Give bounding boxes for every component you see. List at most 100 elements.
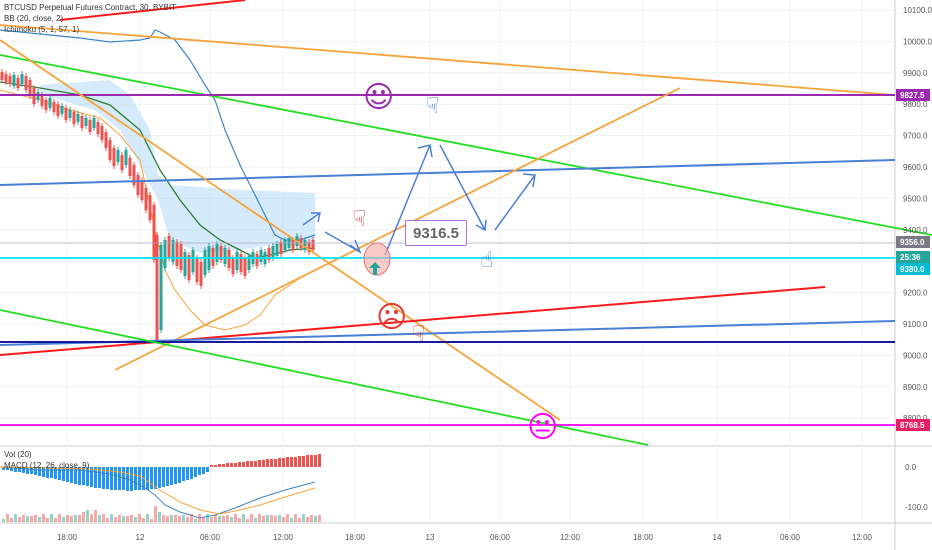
- price-tags: 9827.5 9356.0 25:36 9380.0 8768.5: [896, 89, 930, 431]
- candle-body: [215, 244, 219, 262]
- volume-bar: [138, 514, 141, 522]
- macd-legend[interactable]: MACD (12, 26, close, 9): [4, 461, 90, 470]
- volume-bar: [122, 516, 125, 522]
- volume-bar: [254, 518, 257, 522]
- macd-bar: [2, 467, 5, 470]
- pointing-hand-icon: ☟: [353, 207, 367, 232]
- price-tick-label: 8900.0: [903, 383, 928, 392]
- candle-body: [231, 258, 235, 274]
- macd-bar: [302, 456, 305, 467]
- price-tag: [896, 89, 930, 101]
- price-callout[interactable]: 9316.5: [405, 220, 467, 246]
- price-tick-label: 9600.0: [903, 163, 928, 172]
- macd-bar: [106, 467, 109, 489]
- candle-body: [44, 100, 48, 110]
- bb-legend[interactable]: BB (20, close, 2): [4, 14, 64, 23]
- price-tag: [896, 236, 930, 248]
- candle-body: [120, 155, 124, 170]
- price-tick-label: 9700.0: [903, 132, 928, 141]
- price-tag-label: 25:36: [900, 253, 921, 262]
- macd-bar: [134, 467, 137, 490]
- volume-bar: [222, 516, 225, 522]
- time-tick-label: 12:00: [560, 533, 581, 542]
- candle-body: [80, 116, 84, 128]
- bb-lower-line: [0, 89, 316, 331]
- time-tick-label: 18:00: [345, 533, 366, 542]
- candle-body: [132, 165, 136, 185]
- candle-body: [76, 114, 80, 122]
- volume-bar: [6, 514, 9, 522]
- volume-bar: [246, 519, 249, 522]
- price-axis[interactable]: 10100.0 10000.0 9900.0 9800.0 9700.0 9600.0 95…: [903, 6, 932, 423]
- time-axis[interactable]: 18:00 12 06:00 12:00 18:00 13 06:00 12:00 18:00 1…: [57, 533, 873, 542]
- ichimoku-legend[interactable]: Ichimoku (5, 1, 57, 1): [4, 25, 80, 34]
- candlesticks: [0, 69, 315, 343]
- projection-arrows[interactable]: [302, 144, 536, 256]
- volume-bar: [158, 512, 161, 522]
- volume-bar: [226, 515, 229, 522]
- macd-bar: [98, 467, 101, 488]
- volume-bars: [2, 506, 321, 522]
- volume-bar: [286, 514, 289, 522]
- candle-body: [140, 180, 144, 200]
- price-tag-label: 9827.5: [900, 91, 925, 100]
- volume-bar: [194, 519, 197, 522]
- volume-bar: [50, 514, 53, 522]
- volume-bar: [214, 515, 217, 522]
- volume-bar: [238, 518, 241, 522]
- orange-trendline-rising[interactable]: [114, 87, 681, 371]
- volume-bar: [242, 514, 245, 522]
- orange-trendline-top[interactable]: [0, 24, 896, 96]
- volume-bar: [210, 517, 213, 522]
- volume-bar: [202, 518, 205, 522]
- volume-bar: [30, 516, 33, 522]
- candle-body: [148, 195, 152, 220]
- volume-bar: [22, 515, 25, 522]
- candle-body: [52, 102, 56, 112]
- macd-bar: [158, 467, 161, 488]
- macd-bar: [22, 467, 25, 473]
- time-tick-label: 18:00: [57, 533, 78, 542]
- candle-body: [112, 148, 116, 166]
- macd-bar: [294, 457, 297, 467]
- macd-bar: [282, 458, 285, 467]
- macd-bar: [258, 460, 261, 467]
- volume-bar: [66, 515, 69, 522]
- green-trendline-bottom[interactable]: [0, 309, 649, 446]
- orange-trendline-falling[interactable]: [0, 39, 561, 421]
- red-trendline-bottom[interactable]: [0, 286, 826, 356]
- candle-body: [64, 108, 68, 120]
- volume-bar: [150, 519, 153, 522]
- macd-bar: [62, 467, 65, 481]
- macd-bar: [218, 464, 221, 467]
- red-trendline-top[interactable]: [59, 0, 246, 21]
- volume-bar: [318, 515, 321, 522]
- candle-body: [92, 118, 96, 128]
- candle-body: [171, 240, 175, 262]
- candle-body: [199, 262, 203, 286]
- candle-body: [40, 95, 44, 106]
- macd-bar: [278, 458, 281, 467]
- macd-bar: [30, 467, 33, 474]
- macd-bar: [174, 467, 177, 484]
- price-tick-label: 10100.0: [903, 6, 932, 15]
- volume-bar: [186, 517, 189, 522]
- candle-body: [96, 122, 100, 134]
- pointing-hand-icon: ☝: [480, 248, 494, 273]
- candle-body: [167, 236, 171, 258]
- blue-trendline-upper[interactable]: [0, 159, 896, 186]
- macd-line: [0, 466, 316, 519]
- macd-bar: [14, 467, 17, 472]
- green-trendline-top[interactable]: [0, 54, 932, 236]
- price-tag-label: 9380.0: [900, 265, 925, 274]
- macd-bar: [162, 467, 165, 487]
- macd-bar: [82, 467, 85, 485]
- volume-bar: [190, 514, 193, 522]
- candle-body: [155, 235, 159, 340]
- symbol-legend[interactable]: BTCUSD Perpetual Futures Contract, 30, B…: [4, 3, 177, 12]
- macd-bar: [146, 467, 149, 490]
- macd-bar: [290, 457, 293, 467]
- volume-bar: [274, 516, 277, 522]
- vol-legend[interactable]: Vol (20): [4, 450, 32, 459]
